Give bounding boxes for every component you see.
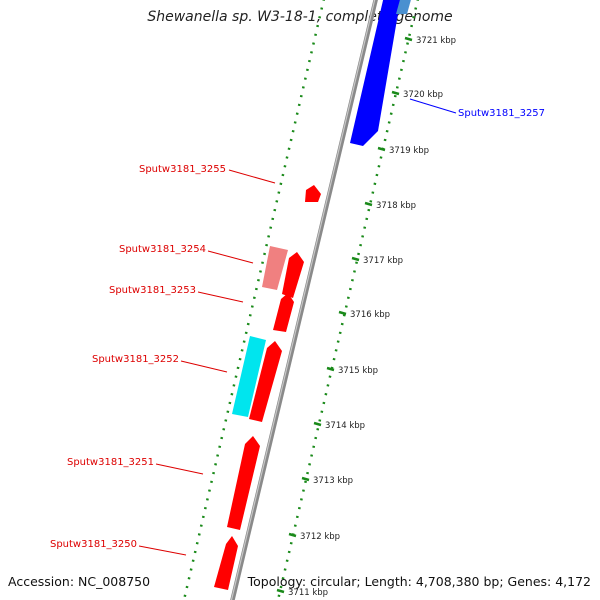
- tick-mark: [351, 256, 360, 262]
- gene-label[interactable]: Sputw3181_3255: [139, 164, 226, 175]
- gene-label-leader-line: [138, 545, 187, 556]
- gene-sputw3181-3252-a-arrow[interactable]: [273, 293, 294, 332]
- genome-backbone-highlight: [230, 0, 376, 600]
- gene-sputw3181-3252-cyan-feature[interactable]: [232, 336, 266, 417]
- gene-label[interactable]: Sputw3181_3253: [109, 285, 196, 296]
- gene-label[interactable]: Sputw3181_3250: [50, 539, 137, 550]
- tick-label: 3712 kbp: [300, 532, 340, 542]
- tick-mark: [276, 588, 285, 594]
- tick-label: 3717 kbp: [363, 256, 403, 266]
- gene-label[interactable]: Sputw3181_3254: [119, 244, 206, 255]
- gene-sputw3181-3255-arrow[interactable]: [305, 185, 321, 202]
- gene-label[interactable]: Sputw3181_3251: [67, 457, 154, 468]
- gene-sputw3181-3252-b-arrow[interactable]: [249, 341, 282, 422]
- tick-label: 3715 kbp: [338, 366, 378, 376]
- gene-label[interactable]: Sputw3181_3257: [458, 108, 545, 119]
- tick-label: 3721 kbp: [416, 36, 456, 46]
- tick-label: 3718 kbp: [376, 201, 416, 211]
- gene-sputw3181-3250-arrow[interactable]: [214, 536, 238, 590]
- tick-mark: [313, 421, 322, 427]
- tick-mark: [404, 36, 413, 42]
- genome-summary-text: Topology: circular; Length: 4,708,380 bp…: [247, 574, 591, 589]
- gene-label-leader-line: [197, 291, 244, 303]
- genome-backbone: [230, 0, 378, 600]
- tick-mark: [391, 90, 400, 96]
- tick-label: 3714 kbp: [325, 421, 365, 431]
- gene-sputw3181-3251-arrow[interactable]: [227, 436, 260, 530]
- tick-mark: [364, 201, 373, 207]
- tick-mark: [301, 476, 310, 482]
- gene-label-leader-line: [228, 169, 276, 184]
- gene-label[interactable]: Sputw3181_3252: [92, 354, 179, 365]
- tick-label: 3711 kbp: [288, 588, 328, 598]
- tick-mark: [338, 310, 347, 316]
- gene-label-leader-line: [207, 250, 254, 264]
- accession-text: Accession: NC_008750: [8, 574, 151, 589]
- gene-sputw3181-3257-reverse-arrow[interactable]: [350, 0, 401, 146]
- map-title: Shewanella sp. W3-18-1, complete genome: [147, 9, 453, 25]
- gene-label-leader-line: [409, 98, 457, 114]
- gene-label-leader-line: [180, 360, 228, 373]
- gene-label-leader-line: [155, 463, 204, 475]
- tick-mark: [377, 146, 386, 152]
- tick-label: 3713 kbp: [313, 476, 353, 486]
- gene-reverse-arrow-light[interactable]: [396, 0, 412, 14]
- tick-label: 3719 kbp: [389, 146, 429, 156]
- gene-sputw3181-3254-arrow[interactable]: [262, 246, 288, 290]
- tick-label: 3720 kbp: [403, 90, 443, 100]
- tick-mark: [288, 532, 297, 538]
- tick-mark: [326, 366, 335, 372]
- gene-sputw3181-3253-arrow[interactable]: [282, 252, 304, 298]
- tick-label: 3716 kbp: [350, 310, 390, 320]
- inner-dotted-ring: [276, 0, 419, 600]
